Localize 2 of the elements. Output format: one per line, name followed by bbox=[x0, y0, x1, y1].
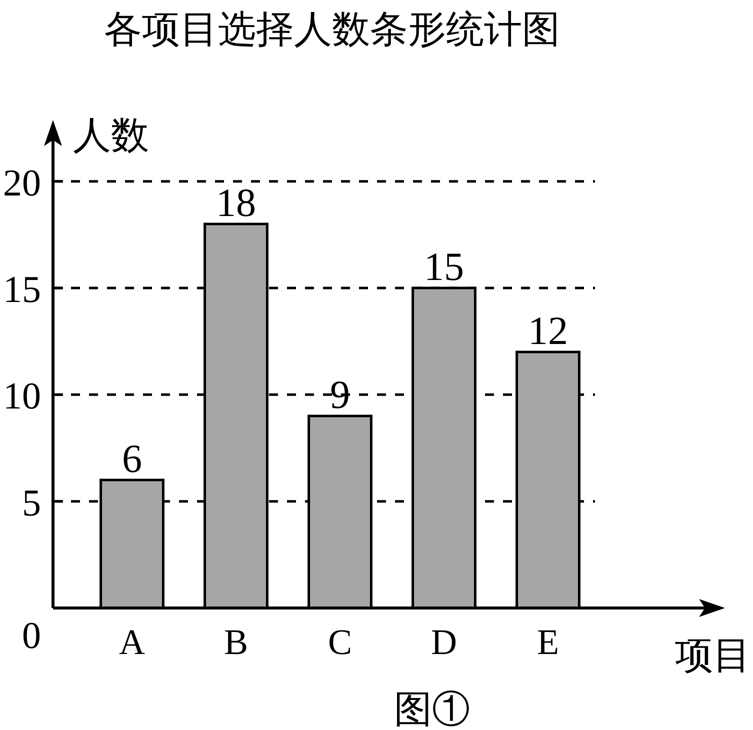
title: 各项目选择人数条形统计图 bbox=[104, 9, 560, 51]
annotation: 图① bbox=[394, 689, 470, 730]
